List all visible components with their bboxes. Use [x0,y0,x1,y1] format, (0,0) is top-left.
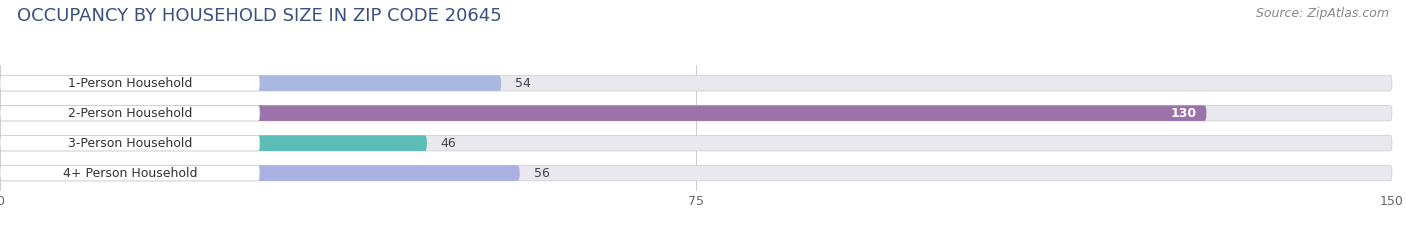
Text: Source: ZipAtlas.com: Source: ZipAtlas.com [1256,7,1389,20]
FancyBboxPatch shape [0,75,501,91]
FancyBboxPatch shape [0,75,260,91]
Text: 54: 54 [515,77,531,90]
Text: 3-Person Household: 3-Person Household [67,137,193,150]
FancyBboxPatch shape [0,135,1392,151]
FancyBboxPatch shape [0,165,1392,181]
FancyBboxPatch shape [0,135,427,151]
Text: 56: 56 [534,167,550,180]
FancyBboxPatch shape [0,165,260,181]
Text: 2-Person Household: 2-Person Household [67,107,193,120]
FancyBboxPatch shape [0,75,1392,91]
Text: 130: 130 [1171,107,1197,120]
FancyBboxPatch shape [0,165,520,181]
Text: OCCUPANCY BY HOUSEHOLD SIZE IN ZIP CODE 20645: OCCUPANCY BY HOUSEHOLD SIZE IN ZIP CODE … [17,7,502,25]
FancyBboxPatch shape [0,135,260,151]
Text: 1-Person Household: 1-Person Household [67,77,193,90]
FancyBboxPatch shape [0,105,260,121]
Text: 46: 46 [441,137,457,150]
FancyBboxPatch shape [0,105,1392,121]
Text: 4+ Person Household: 4+ Person Household [63,167,197,180]
FancyBboxPatch shape [0,105,1206,121]
